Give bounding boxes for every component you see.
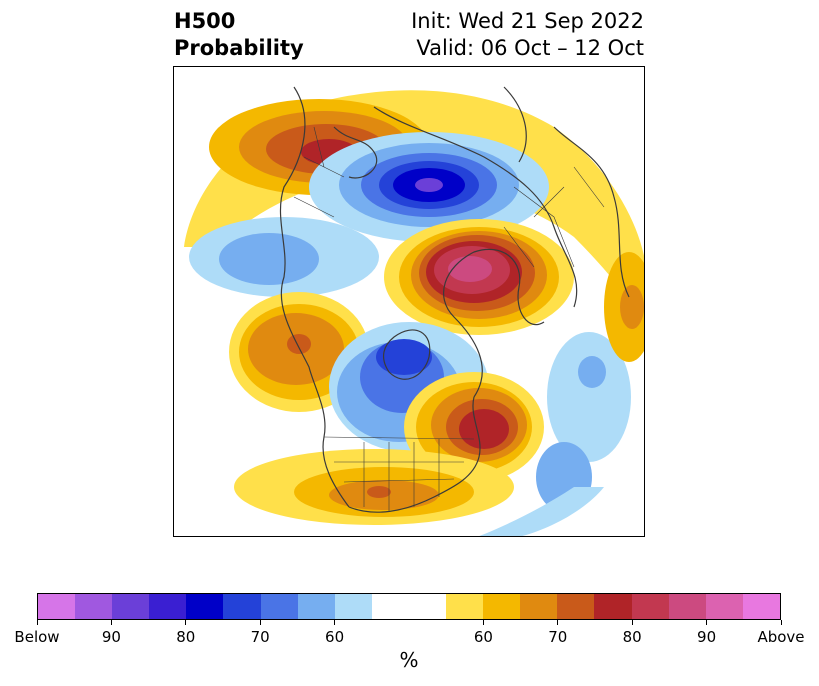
colorbar-tick-label: 80 — [622, 628, 642, 646]
colorbar-swatch — [149, 594, 187, 619]
colorbar-tick-mark — [334, 620, 336, 625]
colorbar-tick-label: 60 — [473, 628, 493, 646]
colorbar-tick-label: 60 — [325, 628, 345, 646]
map-dates: Init: Wed 21 Sep 2022 Valid: 06 Oct – 12… — [411, 8, 644, 62]
coastlines — [279, 86, 630, 513]
colorbar-swatch — [446, 594, 484, 619]
anomaly-center-4 — [189, 217, 379, 297]
colorbar-swatch — [705, 594, 743, 619]
colorbar-tick-mark — [110, 620, 112, 625]
probability-map — [173, 66, 645, 537]
title-type: Probability — [174, 36, 304, 60]
colorbar-swatch — [223, 594, 261, 619]
colorbar-tick-label: Above — [757, 628, 805, 646]
colorbar-swatch — [186, 594, 224, 619]
colorbar-swatch — [483, 594, 521, 619]
anomaly-center-6 — [536, 252, 644, 512]
colorbar-tick-label: 90 — [697, 628, 717, 646]
colorbar-tick-label: Below — [14, 628, 60, 646]
colorbar-swatch — [631, 594, 669, 619]
colorbar-swatch — [668, 594, 706, 619]
colorbar-swatch — [75, 594, 113, 619]
colorbar-tick-label: 90 — [101, 628, 121, 646]
title-variable: H500 — [174, 9, 236, 33]
colorbar-swatch — [371, 594, 409, 619]
map-svg — [174, 67, 644, 536]
colorbar-swatch — [297, 594, 335, 619]
colorbar-units: % — [399, 648, 419, 672]
colorbar-tick-label: 70 — [250, 628, 270, 646]
colorbar-swatch — [594, 594, 632, 619]
colorbar-tick-mark — [780, 620, 782, 625]
colorbar-tick-mark — [631, 620, 633, 625]
colorbar-swatch — [408, 594, 447, 619]
colorbar-tick-mark — [482, 620, 484, 625]
colorbar-swatch — [742, 594, 780, 619]
colorbar-swatch — [260, 594, 298, 619]
colorbar-swatch — [38, 594, 76, 619]
anomaly-center-3 — [384, 219, 574, 335]
colorbar-tick-mark — [557, 620, 559, 625]
colorbar-tick-mark — [259, 620, 261, 625]
colorbar-tick-mark — [36, 620, 38, 625]
colorbar-tick-label: 80 — [176, 628, 196, 646]
colorbar-swatch — [520, 594, 558, 619]
colorbar-swatch — [334, 594, 372, 619]
political-borders — [293, 126, 605, 512]
colorbar-swatch — [112, 594, 150, 619]
colorbar-tick-mark — [706, 620, 708, 625]
colorbar-swatch — [557, 594, 595, 619]
anomaly-center-9 — [234, 449, 604, 536]
init-date: Init: Wed 21 Sep 2022 — [411, 9, 644, 33]
colorbar-tick-mark — [185, 620, 187, 625]
colorbar — [37, 593, 781, 620]
map-title: H500 Probability — [174, 8, 304, 62]
valid-dates: Valid: 06 Oct – 12 Oct — [416, 36, 644, 60]
colorbar-tick-label: 70 — [548, 628, 568, 646]
